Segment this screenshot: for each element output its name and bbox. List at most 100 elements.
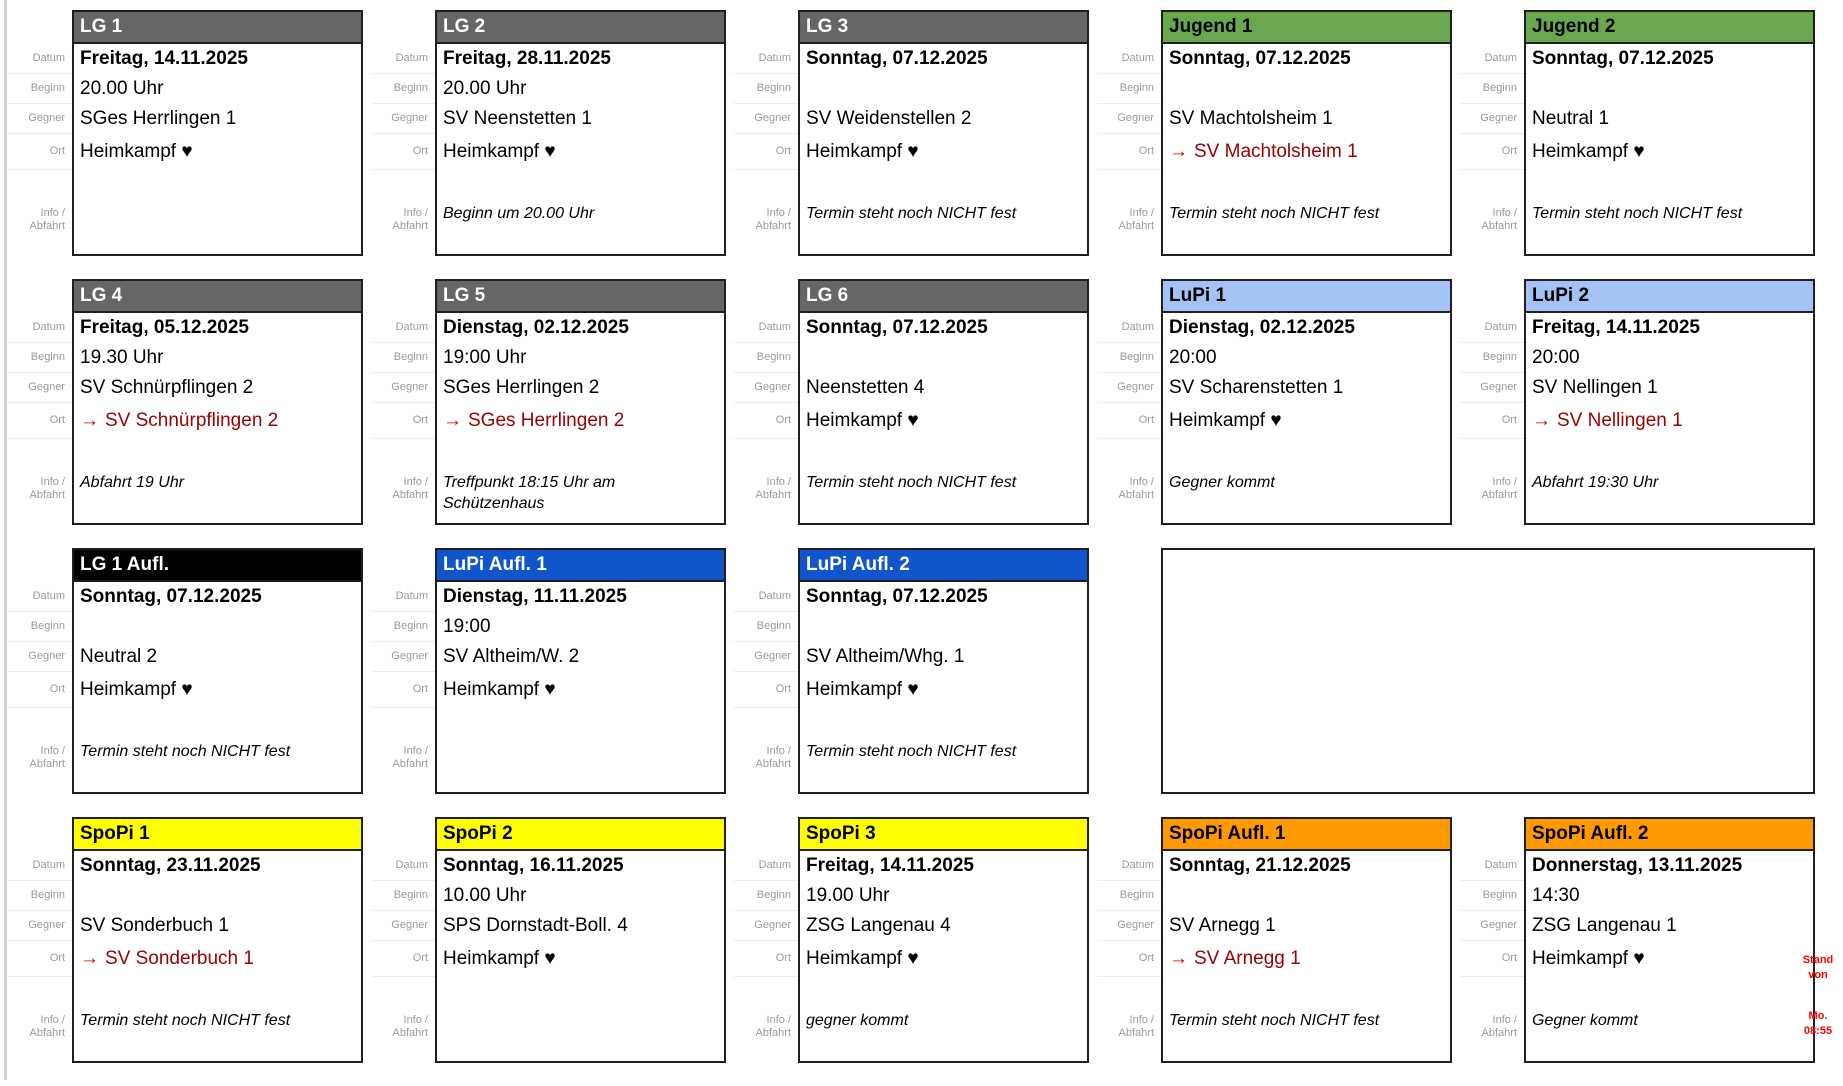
info-abfahrt-value: Treffpunkt 18:15 Uhr am Schützenhaus (443, 474, 616, 512)
ort-value: Heimkampf ♥ (437, 672, 724, 708)
datum-value: Dienstag, 11.11.2025 (443, 586, 627, 607)
row-label-beginn: Beginn (734, 343, 798, 373)
gegner-value: SGes Herrlingen 1 (80, 108, 237, 129)
last-updated-note: Stand von Mo. 08:55 (1794, 953, 1842, 1038)
row-label-beginn: Beginn (734, 612, 798, 642)
match-card: LuPi 1 Dienstag, 02.12.2025 20:00 SV Sch… (1161, 279, 1452, 525)
ort-value: Heimkampf ♥ (1526, 941, 1813, 977)
beginn-value: 20:00 (1532, 347, 1580, 368)
row-label-info-abfahrt: Info / Abfahrt (1481, 206, 1517, 232)
row-label-datum: Datum (734, 313, 798, 343)
team-title: LuPi Aufl. 2 (800, 550, 1087, 582)
empty-card-placeholder (1161, 548, 1815, 794)
ort-text: SGes Herrlingen 2 (468, 410, 625, 431)
ort-value: → SV Schnürpflingen 2 (74, 403, 361, 439)
sheet-left-edge (4, 0, 7, 1080)
info-abfahrt-value: Beginn um 20.00 Uhr (443, 205, 595, 222)
row-label-ort: Ort (1097, 403, 1161, 439)
row-label-info-abfahrt: Info / Abfahrt (1481, 475, 1517, 501)
row-label-gutter: Datum Beginn Gegner Ort Info / Abfahrt (371, 548, 435, 794)
row-label-gegner: Gegner (1460, 104, 1524, 134)
info-abfahrt-value: Abfahrt 19:30 Uhr (1532, 474, 1659, 491)
row-label-beginn: Beginn (371, 612, 435, 642)
team-title: SpoPi 3 (800, 819, 1087, 851)
away-arrow-icon: → (80, 948, 99, 969)
info-abfahrt-value (74, 202, 361, 254)
ort-value: Heimkampf ♥ (800, 672, 1087, 708)
ort-text: Heimkampf ♥ (806, 410, 919, 431)
row-label-gutter: Datum Beginn Gegner Ort Info / Abfahrt (371, 10, 435, 256)
match-card: LG 6 Sonntag, 07.12.2025 Neenstetten 4 H… (798, 279, 1089, 525)
row-label-gegner: Gegner (1097, 373, 1161, 403)
datum-value: Dienstag, 02.12.2025 (443, 317, 629, 338)
beginn-value (1526, 74, 1813, 104)
row-label-gutter: Datum Beginn Gegner Ort Info / Abfahrt (371, 279, 435, 525)
ort-text: Heimkampf ♥ (1169, 410, 1282, 431)
row-label-gutter: Datum Beginn Gegner Ort Info / Abfahrt (8, 10, 72, 256)
gegner-value: SGes Herrlingen 2 (443, 377, 600, 398)
datum-value: Sonntag, 07.12.2025 (806, 317, 988, 338)
datum-value: Sonntag, 07.12.2025 (806, 586, 988, 607)
schedule-row-1: Datum Beginn Gegner Ort Info / Abfahrt L… (8, 10, 1823, 256)
beginn-value: 19:00 Uhr (443, 347, 527, 368)
ort-value: Heimkampf ♥ (1163, 403, 1450, 439)
row-label-datum: Datum (8, 44, 72, 74)
datum-value: Donnerstag, 13.11.2025 (1532, 855, 1743, 876)
info-abfahrt-value: Abfahrt 19 Uhr (80, 474, 185, 491)
beginn-value (74, 612, 361, 642)
schedule-row-4: Datum Beginn Gegner Ort Info / Abfahrt S… (8, 817, 1823, 1063)
ort-value: → SV Nellingen 1 (1526, 403, 1813, 439)
match-card: LG 1 Aufl. Sonntag, 07.12.2025 Neutral 2… (72, 548, 363, 794)
datum-value: Freitag, 05.12.2025 (80, 317, 249, 338)
row-label-info-abfahrt: Info / Abfahrt (1481, 1013, 1517, 1039)
match-card: Jugend 2 Sonntag, 07.12.2025 Neutral 1 H… (1524, 10, 1815, 256)
datum-value: Freitag, 14.11.2025 (80, 48, 248, 69)
row-label-datum: Datum (1097, 313, 1161, 343)
row-label-info-abfahrt: Info / Abfahrt (755, 744, 791, 770)
away-arrow-icon: → (443, 410, 462, 431)
ort-value: → SV Arnegg 1 (1163, 941, 1450, 977)
row-label-info-abfahrt: Info / Abfahrt (392, 1013, 428, 1039)
row-label-ort: Ort (371, 403, 435, 439)
ort-text: Heimkampf ♥ (1532, 141, 1645, 162)
datum-value: Sonntag, 07.12.2025 (1169, 48, 1351, 69)
row-label-datum: Datum (1460, 313, 1524, 343)
row-label-gutter: Datum Beginn Gegner Ort Info / Abfahrt (734, 10, 798, 256)
away-arrow-icon: → (80, 410, 99, 431)
ort-value: Heimkampf ♥ (74, 672, 361, 708)
beginn-value (800, 343, 1087, 373)
beginn-value (1163, 881, 1450, 911)
team-title: LG 5 (437, 281, 724, 313)
ort-text: Heimkampf ♥ (806, 948, 919, 969)
ort-value: → SV Sonderbuch 1 (74, 941, 361, 977)
team-title: LG 4 (74, 281, 361, 313)
row-label-datum: Datum (371, 313, 435, 343)
row-label-info-abfahrt: Info / Abfahrt (29, 1013, 65, 1039)
row-label-info-abfahrt: Info / Abfahrt (392, 206, 428, 232)
gegner-value: SV Arnegg 1 (1169, 915, 1276, 936)
row-label-beginn: Beginn (8, 881, 72, 911)
empty-card-slot (1097, 548, 1823, 794)
beginn-value: 20.00 Uhr (80, 78, 164, 99)
row-label-gegner: Gegner (1097, 911, 1161, 941)
team-title: LuPi Aufl. 1 (437, 550, 724, 582)
gegner-value: SV Sonderbuch 1 (80, 915, 229, 936)
row-label-info-abfahrt: Info / Abfahrt (29, 206, 65, 232)
row-label-datum: Datum (734, 582, 798, 612)
gegner-value: Neenstetten 4 (806, 377, 925, 398)
row-label-datum: Datum (8, 313, 72, 343)
row-label-beginn: Beginn (1460, 74, 1524, 104)
row-label-gegner: Gegner (371, 104, 435, 134)
beginn-value: 19:00 (443, 616, 491, 637)
team-title: LuPi 1 (1163, 281, 1450, 313)
schedule-grid: Datum Beginn Gegner Ort Info / Abfahrt L… (8, 10, 1823, 1086)
row-label-gegner: Gegner (371, 642, 435, 672)
match-card: SpoPi 1 Sonntag, 23.11.2025 SV Sonderbuc… (72, 817, 363, 1063)
row-label-info-abfahrt: Info / Abfahrt (29, 475, 65, 501)
datum-value: Freitag, 14.11.2025 (806, 855, 974, 876)
ort-text: Heimkampf ♥ (80, 141, 193, 162)
gegner-value: SV Altheim/W. 2 (443, 646, 580, 667)
datum-value: Freitag, 14.11.2025 (1532, 317, 1700, 338)
row-label-gegner: Gegner (734, 911, 798, 941)
match-card: Jugend 1 Sonntag, 07.12.2025 SV Machtols… (1161, 10, 1452, 256)
